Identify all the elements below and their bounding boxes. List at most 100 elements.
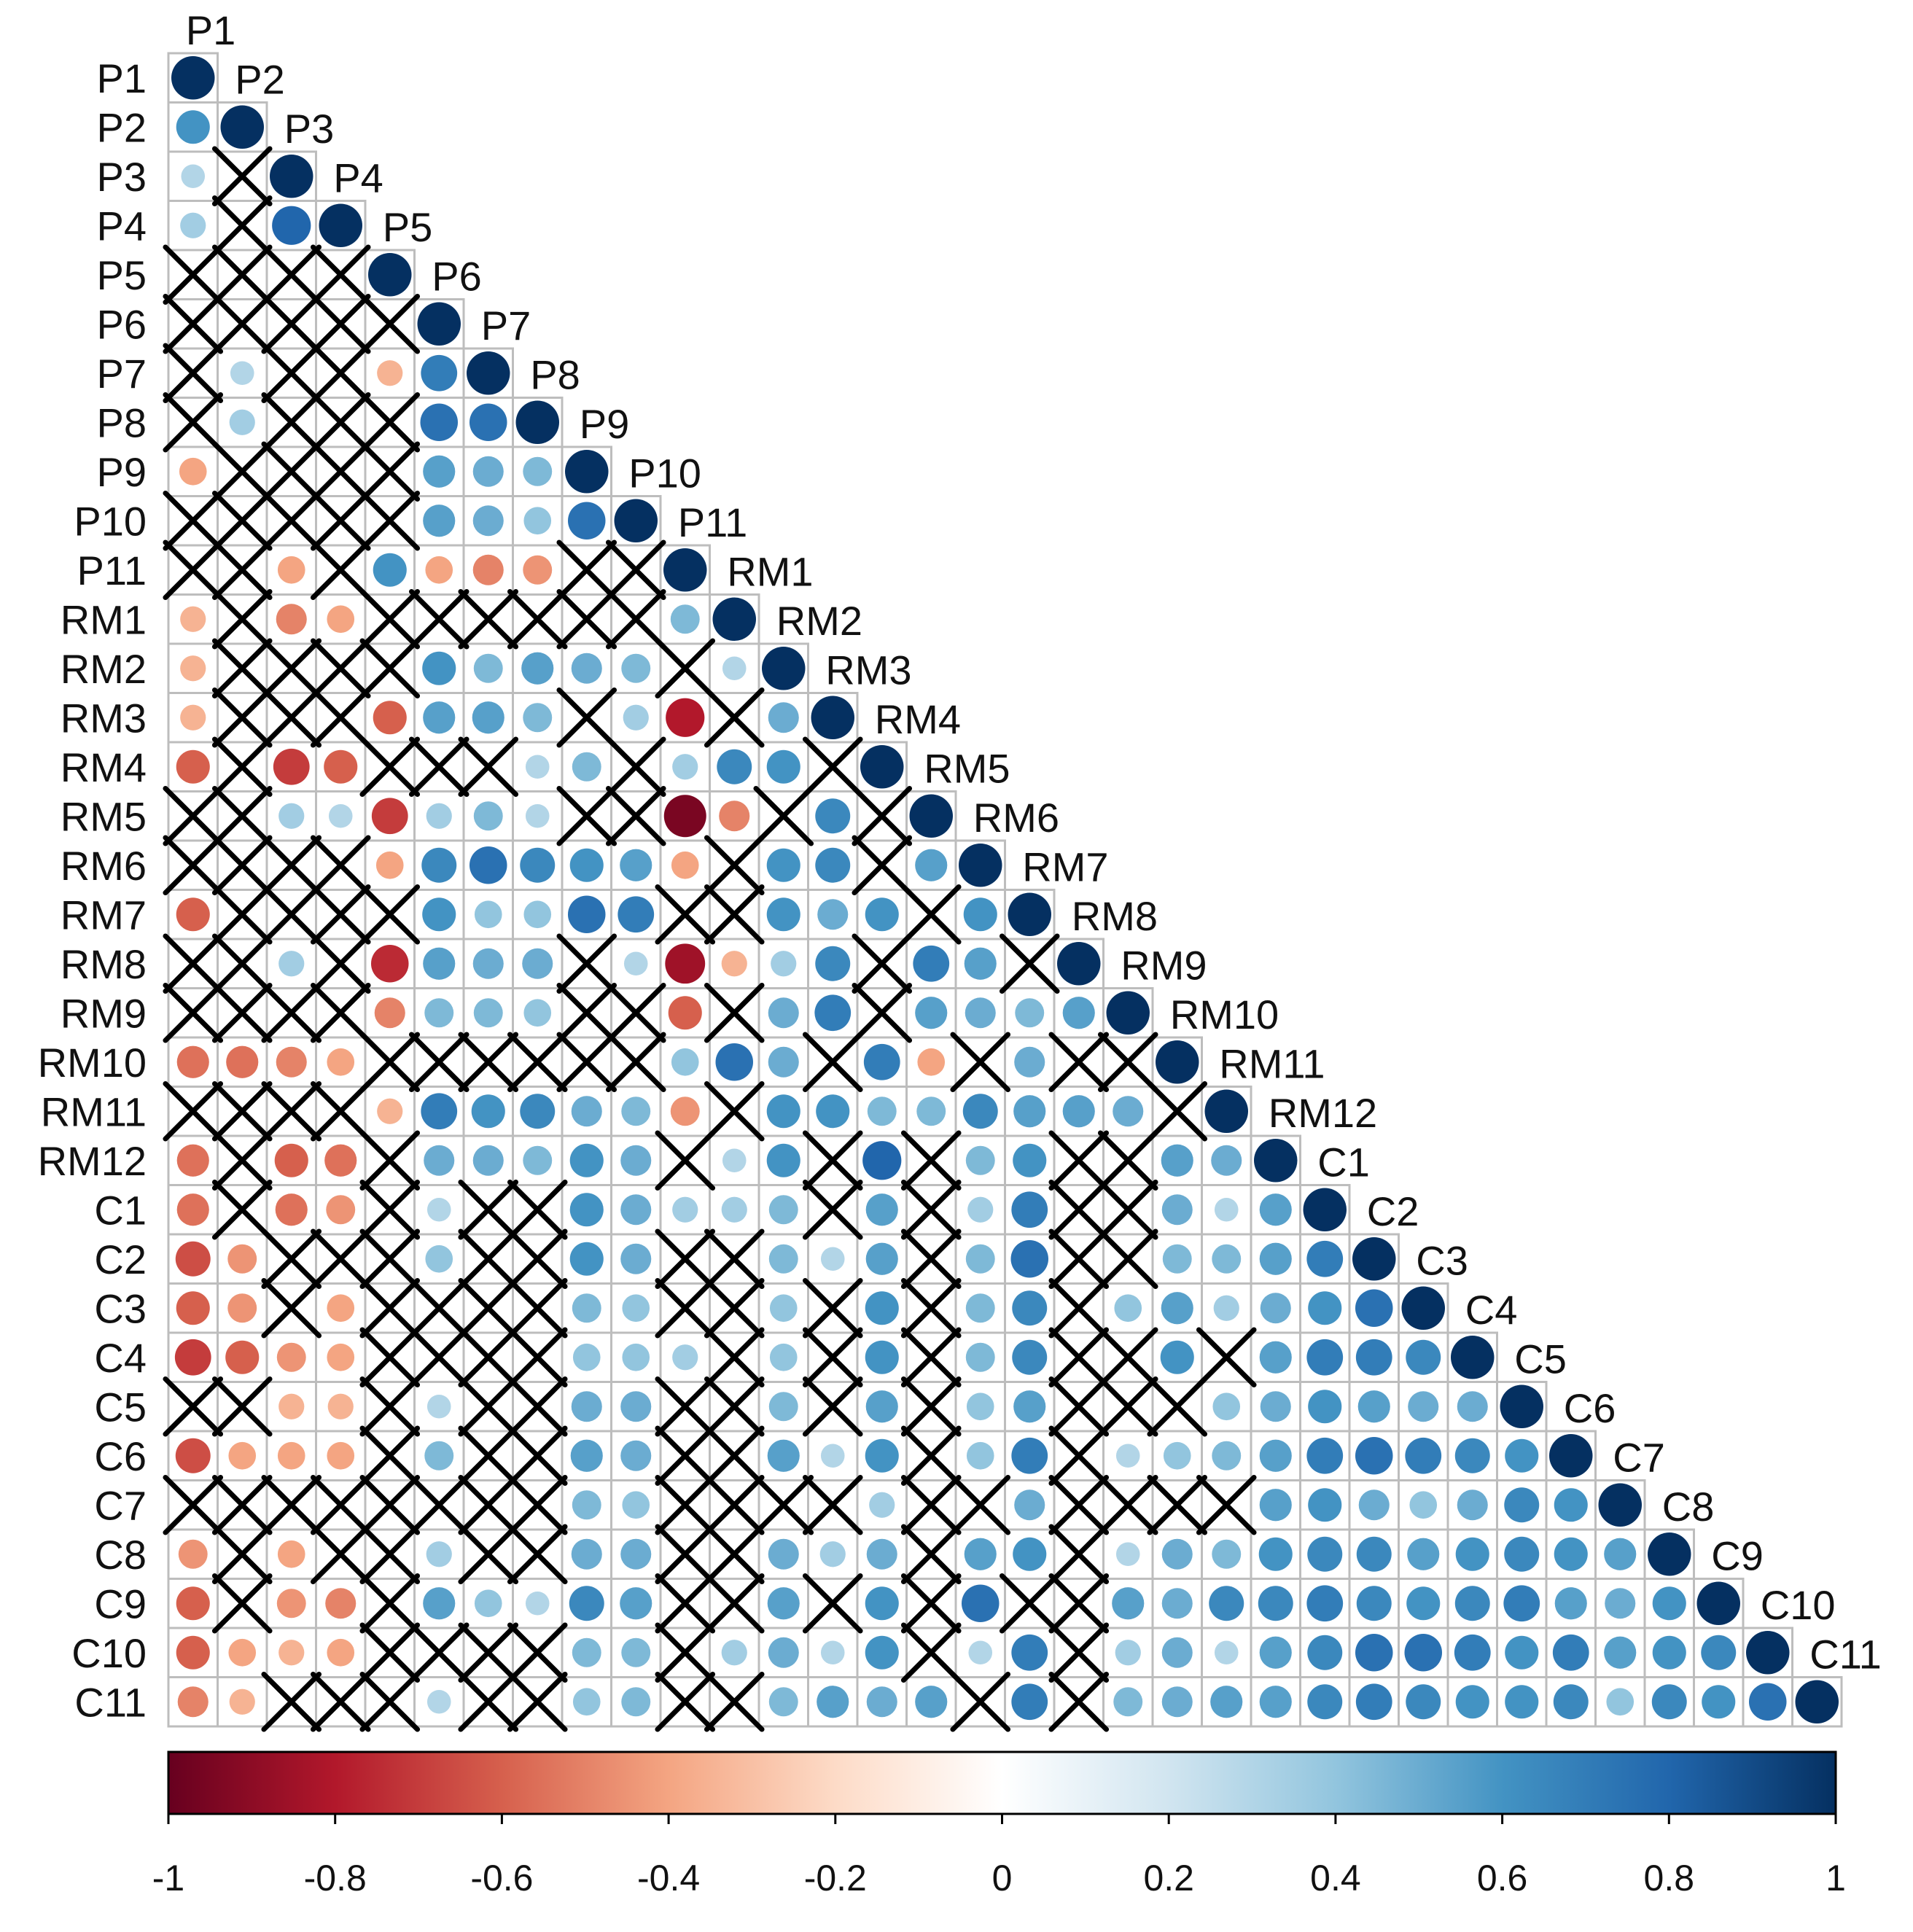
insignificant-cross-mark [1048, 1327, 1110, 1388]
insignificant-cross-mark [163, 490, 224, 551]
correlation-circle [966, 1392, 994, 1421]
correlation-circle [721, 951, 747, 977]
correlation-circle [1210, 1686, 1243, 1718]
correlation-circle [473, 653, 503, 683]
correlation-circle [570, 1439, 603, 1472]
correlation-circle [1505, 1685, 1539, 1719]
insignificant-cross-mark [605, 588, 666, 650]
insignificant-cross-mark [605, 540, 666, 601]
insignificant-cross-mark [753, 1474, 814, 1535]
insignificant-cross-mark [704, 982, 765, 1043]
correlation-circle [865, 897, 899, 932]
correlation-circle [276, 1589, 306, 1619]
row-label: C2 [94, 1236, 147, 1282]
colorbar-tick-label: 0.6 [1477, 1858, 1528, 1898]
insignificant-cross-mark [1048, 1277, 1110, 1339]
correlation-circle [1057, 942, 1101, 986]
insignificant-cross-mark [458, 1179, 519, 1240]
insignificant-cross-mark [655, 884, 716, 945]
correlation-circle [1406, 1586, 1441, 1621]
insignificant-cross-mark [359, 1425, 421, 1487]
correlation-circle [768, 1244, 798, 1274]
correlation-circle [423, 947, 456, 980]
insignificant-cross-mark [704, 1671, 765, 1732]
correlation-circle [229, 409, 255, 435]
correlation-circle [719, 801, 750, 832]
correlation-circle [815, 798, 851, 834]
correlation-circle [472, 456, 504, 487]
correlation-circle [1161, 1588, 1193, 1619]
correlation-circle [1011, 1437, 1048, 1474]
correlation-circle [176, 1193, 209, 1226]
correlation-circle [1012, 1290, 1048, 1326]
row-label: RM7 [61, 892, 147, 938]
correlation-circle [672, 1344, 698, 1371]
column-label: P5 [383, 204, 433, 250]
correlation-circle [327, 1343, 355, 1371]
insignificant-cross-mark [655, 1425, 716, 1487]
insignificant-cross-mark [1048, 1425, 1110, 1487]
correlation-circle [1651, 1684, 1687, 1720]
insignificant-cross-mark [310, 1228, 371, 1290]
column-label: C8 [1662, 1484, 1715, 1530]
correlation-circle [1114, 1294, 1142, 1323]
correlation-circle [767, 1587, 800, 1620]
correlation-circle [1407, 1538, 1440, 1570]
correlation-circle [962, 1094, 998, 1129]
correlation-circle [472, 505, 504, 537]
correlation-circle [959, 844, 1002, 887]
correlation-circle [1454, 1634, 1491, 1671]
correlation-circle [1112, 1587, 1145, 1620]
correlation-circle [1014, 1046, 1045, 1078]
row-label: RM1 [61, 596, 147, 642]
row-label: C3 [94, 1285, 147, 1331]
insignificant-cross-mark [753, 785, 814, 846]
row-label: RM3 [61, 695, 147, 741]
correlation-circle [523, 703, 553, 733]
correlation-circle [916, 1097, 946, 1126]
correlation-circle [967, 1196, 994, 1223]
correlation-circle [572, 752, 601, 782]
correlation-circle [523, 999, 552, 1027]
correlation-circle [717, 749, 752, 784]
correlation-circle [913, 945, 950, 982]
correlation-circle [1011, 1191, 1048, 1228]
colorbar-tick-label: -0.6 [470, 1858, 533, 1898]
correlation-circle [769, 1294, 798, 1323]
correlation-circle [1652, 1635, 1686, 1670]
correlation-circle [965, 1293, 995, 1323]
correlation-circle [521, 652, 554, 685]
correlation-circle [571, 1096, 602, 1127]
correlation-circle [722, 1148, 747, 1173]
column-label: RM9 [1121, 943, 1207, 989]
column-label: RM8 [1072, 893, 1158, 939]
correlation-circle [176, 1144, 209, 1177]
correlation-circle [1113, 1096, 1144, 1127]
correlation-circle [225, 1340, 260, 1374]
correlation-circle [1254, 1139, 1298, 1183]
insignificant-cross-mark [507, 1376, 568, 1437]
correlation-circle [180, 655, 206, 682]
correlation-circle [1355, 1436, 1393, 1475]
correlation-circle [176, 110, 210, 144]
insignificant-cross-mark [359, 1573, 421, 1634]
correlation-circle [767, 1439, 800, 1472]
correlation-circle [1454, 1438, 1490, 1473]
correlation-circle [1409, 1491, 1438, 1519]
correlation-circle [523, 900, 552, 929]
correlation-circle [421, 847, 457, 883]
correlation-circle [426, 1197, 451, 1222]
colorbar-tick-label: 0.8 [1644, 1858, 1695, 1898]
insignificant-cross-mark [507, 1032, 568, 1093]
correlation-circle [370, 944, 409, 983]
correlation-circle [768, 1637, 799, 1668]
insignificant-cross-mark [655, 1277, 716, 1339]
correlation-circle [1455, 1537, 1489, 1571]
insignificant-cross-mark [458, 1474, 519, 1535]
correlation-circle [915, 1686, 948, 1718]
correlation-circle [472, 1145, 504, 1176]
correlation-circle [766, 749, 800, 784]
correlation-circle [815, 847, 851, 883]
circle-layer [171, 56, 1839, 1723]
insignificant-cross-mark [458, 1277, 519, 1339]
